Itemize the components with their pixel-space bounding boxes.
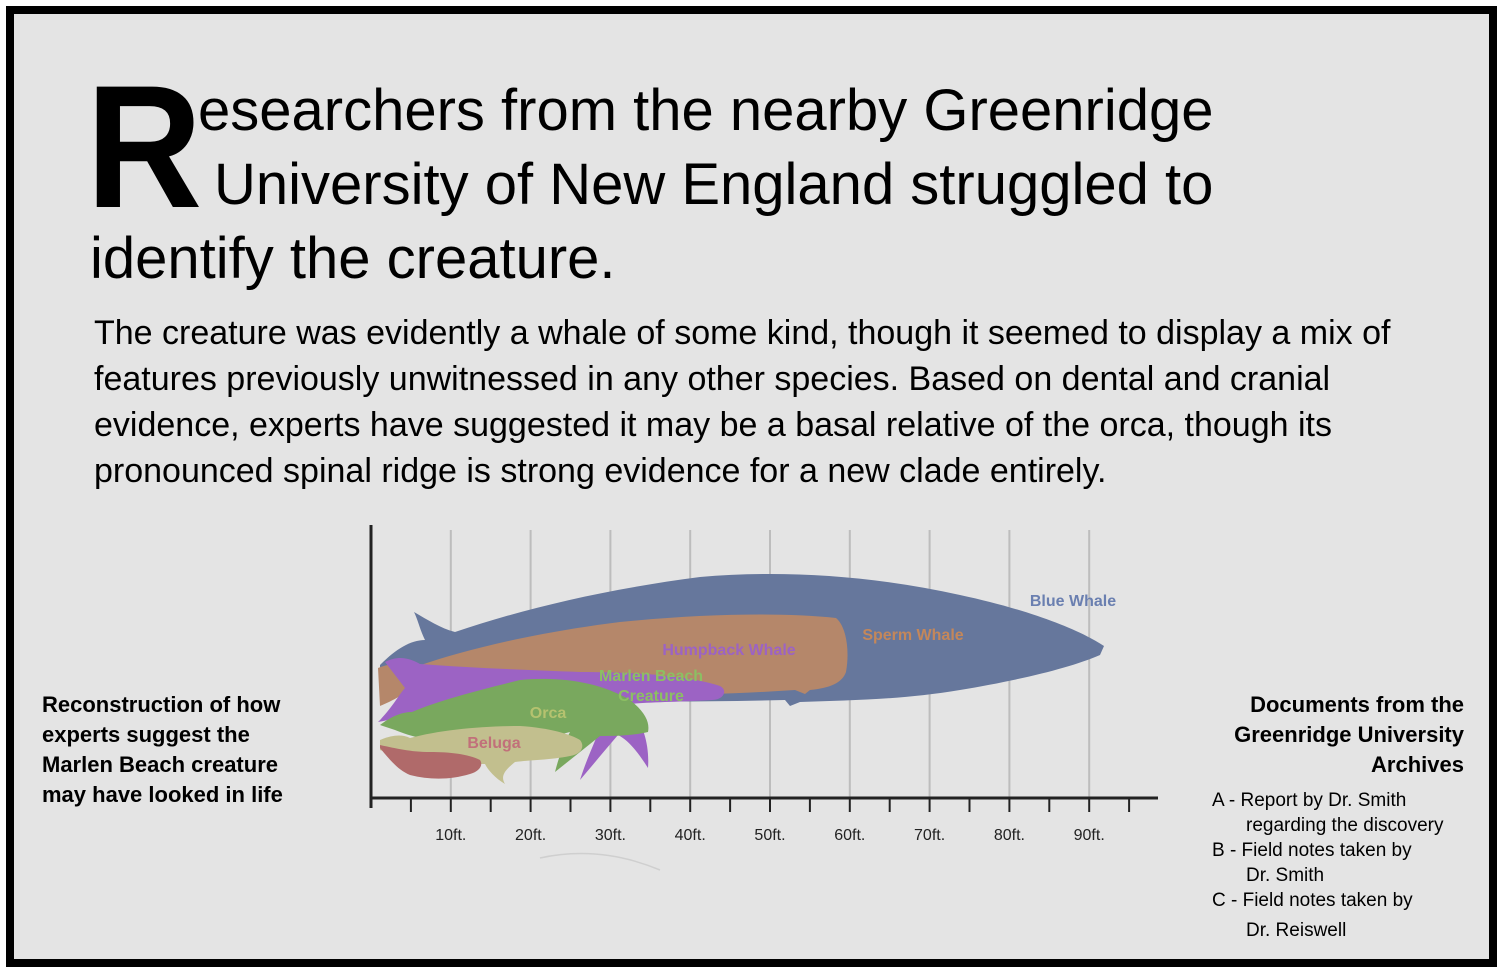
archive-document-list: A - Report by Dr. Smith regarding the di…	[1212, 788, 1482, 943]
small-cetacean-silhouette	[380, 745, 482, 779]
headline-line-3: identify the creature.	[90, 226, 616, 291]
x-tick-label: 10ft.	[435, 827, 466, 844]
reconstruction-caption: Reconstruction of how experts suggest th…	[42, 692, 283, 807]
x-tick-label: 70ft.	[914, 827, 945, 844]
doc-a-line1: A - Report by Dr. Smith	[1212, 790, 1407, 811]
headline-line-2: University of New England struggled to	[214, 152, 1214, 217]
x-tick-label: 80ft.	[994, 827, 1025, 844]
decorative-arc	[539, 852, 661, 871]
x-axis-tick-labels: 10ft. 20ft. 30ft. 40ft. 50ft. 60ft. 70ft. 80ft.…	[435, 827, 1105, 844]
x-tick-label: 90ft.	[1074, 827, 1105, 844]
archives-title: Documents from the Greenridge University…	[1234, 692, 1464, 777]
exhibit-panel	[6, 6, 1497, 967]
label-marlen-beach-line2: Creature	[618, 688, 684, 705]
label-blue-whale: Blue Whale	[1030, 593, 1116, 610]
doc-b-line1: B - Field notes taken by	[1212, 840, 1412, 861]
x-axis-ticks	[409, 798, 1131, 812]
label-humpback-whale: Humpback Whale	[662, 642, 795, 659]
x-tick-label: 20ft.	[515, 827, 546, 844]
doc-c-line1: C - Field notes taken by	[1212, 890, 1413, 911]
x-tick-label: 30ft.	[595, 827, 626, 844]
doc-b-line2: Dr. Smith	[1246, 865, 1325, 886]
doc-c-line2: Dr. Reiswell	[1246, 920, 1347, 941]
label-beluga: Beluga	[467, 735, 520, 752]
x-tick-label: 60ft.	[834, 827, 865, 844]
doc-a-line2: regarding the discovery	[1246, 815, 1444, 836]
x-tick-label: 40ft.	[675, 827, 706, 844]
beluga-silhouette	[380, 726, 583, 784]
label-sperm-whale: Sperm Whale	[862, 627, 963, 644]
label-orca: Orca	[530, 705, 567, 722]
body-paragraph: The creature was evidently a whale of so…	[94, 314, 1391, 490]
archive-doc-b[interactable]: B - Field notes taken by Dr. Smith	[1212, 838, 1482, 888]
headline-line-1: esearchers from the nearby Greenridge	[198, 78, 1214, 143]
archive-doc-c[interactable]: C - Field notes taken by Dr. Reiswell	[1212, 888, 1482, 943]
archive-doc-a[interactable]: A - Report by Dr. Smith regarding the di…	[1212, 788, 1482, 838]
x-tick-label: 50ft.	[754, 827, 785, 844]
label-marlen-beach-line1: Marlen Beach	[599, 668, 703, 685]
drop-cap: R	[86, 50, 203, 245]
